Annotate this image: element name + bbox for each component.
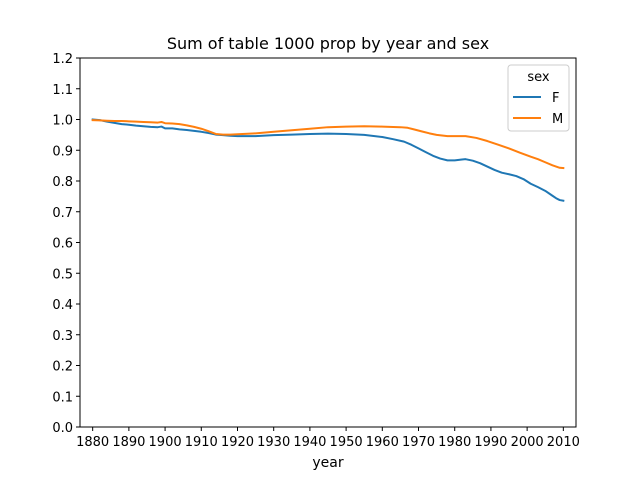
y-tick-label: 1.2: [52, 52, 73, 67]
x-tick-label: 2000: [511, 435, 544, 450]
x-tick-label: 2010: [547, 435, 580, 450]
series-line-m: [91, 119, 565, 170]
y-tick-label: 1.0: [52, 114, 73, 129]
x-tick-label: 1950: [330, 435, 363, 450]
x-tick-label: 1990: [474, 435, 507, 450]
x-tick-label: 1930: [257, 435, 290, 450]
x-tick-label: 1940: [293, 435, 326, 450]
y-tick-label: 0.3: [52, 329, 73, 344]
x-tick-label: 1880: [76, 435, 109, 450]
x-tick-label: 1960: [366, 435, 399, 450]
chart-title: Sum of table 1000 prop by year and sex: [167, 34, 489, 53]
legend-title: sex: [527, 70, 550, 85]
legend: sex F M: [507, 64, 570, 132]
x-tick-label: 1900: [149, 435, 182, 450]
legend-label-m: M: [552, 112, 563, 127]
y-tick-label: 1.1: [52, 83, 73, 98]
y-tick-label: 0.0: [52, 421, 73, 436]
y-tick-label: 0.7: [52, 206, 73, 221]
y-tick-label: 0.8: [52, 175, 73, 190]
y-tick-label: 0.4: [52, 298, 73, 313]
x-axis-label: year: [312, 455, 343, 471]
legend-label-f: F: [552, 91, 559, 106]
x-tick-label: 1970: [402, 435, 435, 450]
plot-frame: [79, 57, 577, 428]
y-tick-label: 0.2: [52, 360, 73, 375]
ticks-layer: 0.0 0.1 0.2 0.3 0.4 0.5 0.6 0.7 0.8 0.9 1.0 1.1 1.2 1…: [52, 52, 580, 450]
x-tick-label: 1910: [185, 435, 218, 450]
series-line-f: [91, 118, 565, 202]
x-tick-label: 1890: [112, 435, 145, 450]
x-tick-label: 1920: [221, 435, 254, 450]
y-tick-label: 0.9: [52, 144, 73, 159]
y-tick-label: 0.5: [52, 267, 73, 282]
x-tick-label: 1980: [438, 435, 471, 450]
lines-layer: [91, 118, 565, 202]
y-tick-label: 0.1: [52, 390, 73, 405]
y-tick-label: 0.6: [52, 237, 73, 252]
